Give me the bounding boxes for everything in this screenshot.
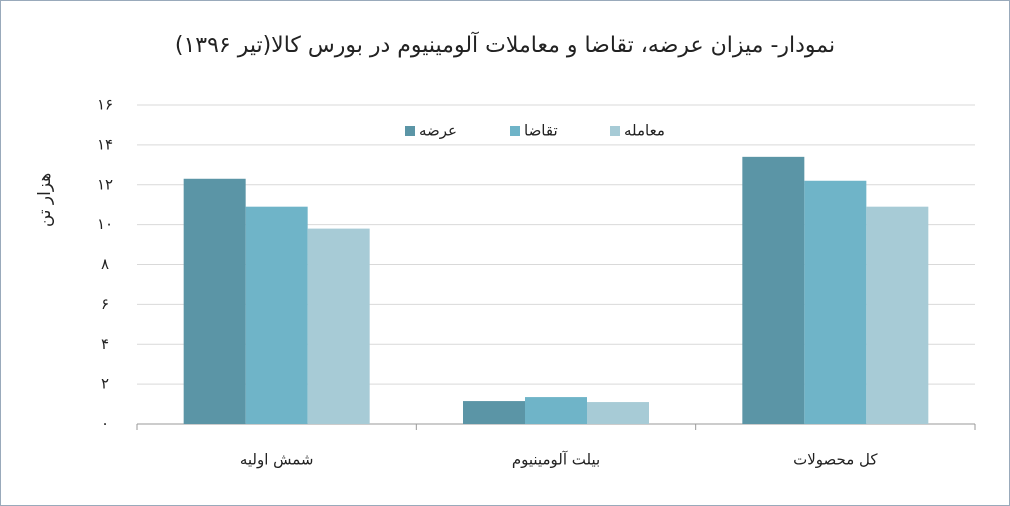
y-tick-label: ۴: [101, 335, 109, 353]
legend-swatch: [510, 126, 520, 136]
y-axis-label: هزار تن: [35, 173, 55, 227]
x-tick-label: شمش اولیه: [240, 451, 314, 469]
bar: [742, 156, 805, 424]
bar: [183, 178, 246, 424]
y-tick-label: ۶: [101, 295, 109, 313]
chart-title: نمودار- میزان عرضه، تقاضا و معاملات آلوم…: [175, 31, 835, 58]
bar: [587, 402, 649, 424]
y-tick-label: ۸: [101, 255, 109, 273]
y-tick-label: ۱۶: [97, 96, 113, 114]
legend-label: معامله: [624, 122, 665, 140]
x-tick-label: بیلت آلومینیوم: [512, 451, 600, 469]
bar: [245, 206, 308, 424]
legend-swatch: [405, 126, 415, 136]
y-tick-label: ۰: [101, 415, 109, 433]
bar: [307, 228, 370, 424]
bar: [525, 397, 587, 424]
legend-swatch: [610, 126, 620, 136]
bar: [866, 206, 929, 424]
y-tick-label: ۱۴: [97, 135, 113, 153]
x-tick-label: کل محصولات: [793, 451, 878, 469]
y-tick-label: ۱۲: [97, 175, 113, 193]
bar: [804, 180, 867, 424]
legend-label: تقاضا: [524, 122, 558, 140]
y-tick-label: ۲: [101, 375, 109, 393]
legend-label: عرضه: [419, 122, 457, 140]
y-tick-label: ۱۰: [97, 215, 113, 233]
bar: [463, 401, 525, 424]
